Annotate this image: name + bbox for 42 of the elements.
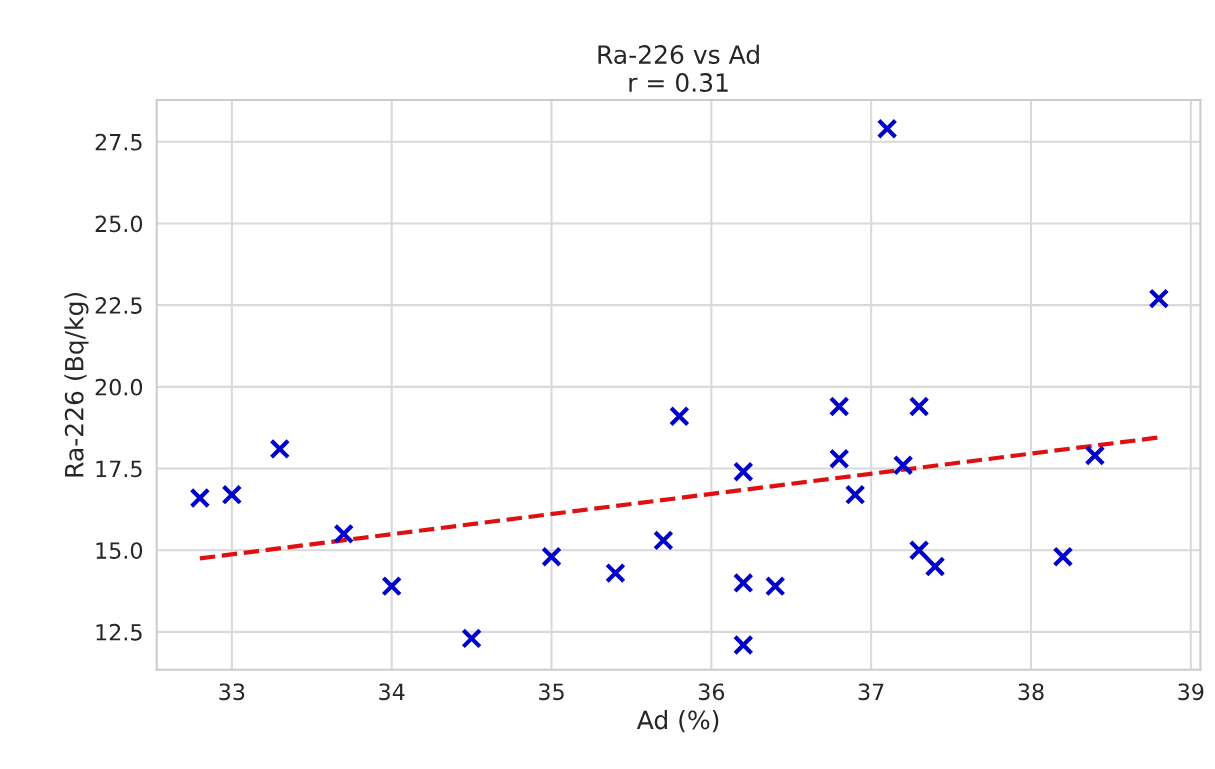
point <box>733 572 754 594</box>
point <box>333 523 355 545</box>
chart-title: Ra-226 vs Ad r = 0.31 <box>598 44 759 92</box>
point <box>1084 445 1106 466</box>
y-tick-label: 25.0 <box>95 215 143 233</box>
y-axis-title: Ra-226 (Bq/kg) <box>64 292 89 477</box>
point <box>908 539 930 561</box>
point <box>908 396 930 417</box>
point <box>1148 288 1170 309</box>
point <box>269 438 291 460</box>
point <box>221 484 243 505</box>
point <box>844 484 866 505</box>
point <box>605 562 626 584</box>
y-tick-label: 15.0 <box>96 542 143 559</box>
point <box>828 396 850 417</box>
point <box>461 628 482 649</box>
y-tick-label: 20.0 <box>95 378 143 396</box>
y-tick-label: 12.5 <box>96 623 142 641</box>
x-tick-label: 35 <box>539 683 564 701</box>
point <box>892 454 914 476</box>
y-tick-label: 27.5 <box>95 133 142 151</box>
point <box>1052 546 1074 568</box>
x-tick-label: 33 <box>219 683 245 701</box>
point <box>189 487 211 509</box>
point <box>381 575 402 597</box>
x-tick-label: 37 <box>858 683 884 701</box>
x-axis-title: Ad (%) <box>636 710 719 733</box>
y-tick-label: 22.5 <box>95 297 142 314</box>
point <box>924 556 946 577</box>
point <box>733 461 754 483</box>
point <box>764 575 786 597</box>
point <box>828 448 850 470</box>
point <box>653 530 674 551</box>
x-tick-label: 36 <box>698 683 725 701</box>
point <box>733 634 754 656</box>
x-tick-label: 39 <box>1178 683 1204 701</box>
point <box>669 405 690 427</box>
point <box>876 118 898 140</box>
y-tick-label: 17.5 <box>96 460 142 478</box>
x-tick-label: 38 <box>1018 683 1044 701</box>
point <box>541 546 562 568</box>
x-tick-label: 34 <box>379 683 405 701</box>
